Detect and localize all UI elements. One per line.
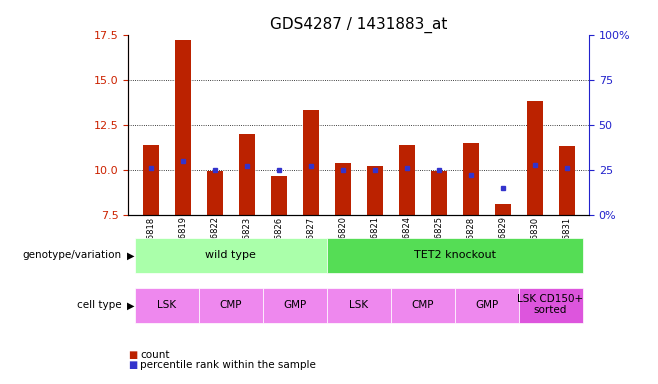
Bar bbox=[391, 288, 455, 323]
Bar bbox=[135, 238, 326, 273]
Text: GMP: GMP bbox=[475, 300, 498, 310]
Bar bbox=[207, 171, 222, 215]
Text: cell type: cell type bbox=[77, 300, 122, 310]
Bar bbox=[519, 288, 582, 323]
Bar bbox=[526, 101, 543, 215]
Text: GMP: GMP bbox=[283, 300, 306, 310]
Bar bbox=[367, 166, 382, 215]
Text: ▶: ▶ bbox=[127, 250, 134, 260]
Bar bbox=[326, 288, 391, 323]
Text: count: count bbox=[140, 350, 170, 360]
Bar bbox=[239, 134, 255, 215]
Text: LSK: LSK bbox=[157, 300, 176, 310]
Text: CMP: CMP bbox=[411, 300, 434, 310]
Text: wild type: wild type bbox=[205, 250, 256, 260]
Title: GDS4287 / 1431883_at: GDS4287 / 1431883_at bbox=[270, 17, 447, 33]
Text: LSK CD150+
sorted: LSK CD150+ sorted bbox=[517, 294, 584, 315]
Bar bbox=[199, 288, 263, 323]
Text: percentile rank within the sample: percentile rank within the sample bbox=[140, 360, 316, 370]
Bar bbox=[135, 288, 199, 323]
Bar bbox=[143, 145, 159, 215]
Text: ■: ■ bbox=[128, 350, 138, 360]
Bar bbox=[303, 110, 318, 215]
Text: CMP: CMP bbox=[219, 300, 242, 310]
Bar bbox=[263, 288, 326, 323]
Bar bbox=[559, 146, 574, 215]
Bar bbox=[270, 176, 287, 215]
Text: ▶: ▶ bbox=[127, 300, 134, 310]
Bar bbox=[495, 204, 511, 215]
Bar bbox=[335, 163, 351, 215]
Text: genotype/variation: genotype/variation bbox=[22, 250, 122, 260]
Bar bbox=[455, 288, 519, 323]
Bar bbox=[430, 171, 447, 215]
Bar bbox=[174, 40, 191, 215]
Text: ■: ■ bbox=[128, 360, 138, 370]
Bar bbox=[399, 145, 415, 215]
Text: LSK: LSK bbox=[349, 300, 368, 310]
Bar bbox=[463, 143, 478, 215]
Bar bbox=[326, 238, 582, 273]
Text: TET2 knockout: TET2 knockout bbox=[414, 250, 495, 260]
